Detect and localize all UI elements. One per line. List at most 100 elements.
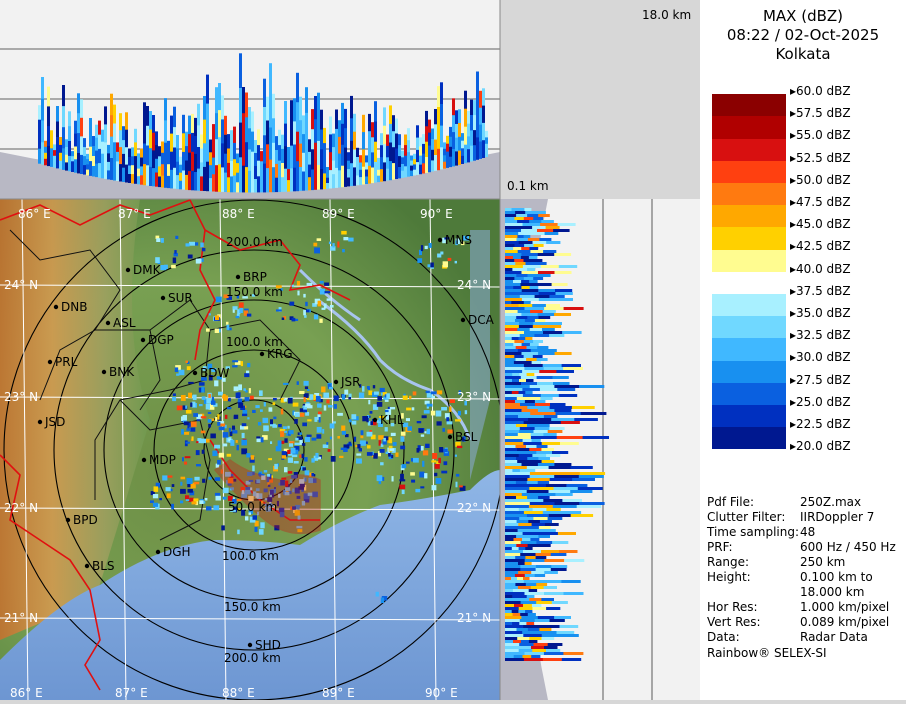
section-row: [523, 259, 534, 262]
section-column: [95, 137, 98, 152]
city-label: MNS: [445, 233, 472, 247]
echo-pixel: [180, 476, 186, 480]
echo-pixel: [281, 440, 285, 444]
section-column: [473, 115, 476, 131]
section-column: [476, 115, 479, 138]
section-column: [89, 161, 92, 176]
echo-pixel: [258, 529, 264, 535]
echo-pixel: [200, 242, 204, 248]
section-row: [527, 274, 540, 277]
section-column: [371, 167, 374, 184]
section-column: [203, 96, 206, 121]
section-column: [194, 153, 197, 173]
section-column: [323, 143, 326, 159]
echo-pixel: [299, 479, 305, 484]
echo-pixel: [247, 417, 250, 420]
echo-pixel: [275, 285, 282, 289]
section-column: [203, 166, 206, 191]
section-row: [529, 448, 542, 451]
legend-swatch: [712, 116, 786, 139]
section-column: [68, 126, 71, 142]
echo-pixel: [409, 395, 412, 399]
section-column: [125, 112, 128, 131]
echo-pixel: [230, 473, 234, 478]
echo-pixel: [291, 454, 298, 458]
section-row: [516, 238, 529, 241]
section-row: [526, 514, 550, 517]
section-column: [326, 183, 329, 189]
echo-pixel: [241, 423, 247, 427]
echo-pixel: [362, 416, 369, 422]
echo-pixel: [241, 432, 245, 439]
section-column: [365, 162, 368, 170]
echo-pixel: [237, 529, 240, 535]
section-column: [371, 137, 374, 153]
echo-pixel: [297, 515, 301, 520]
section-row: [554, 385, 580, 388]
section-row: [524, 592, 545, 595]
section-column: [404, 155, 407, 167]
section-row: [521, 463, 539, 466]
section-row: [563, 592, 584, 595]
section-row: [505, 277, 515, 280]
section-column: [119, 147, 122, 165]
section-column: [182, 133, 185, 153]
section-column: [119, 130, 122, 148]
echo-pixel: [287, 471, 293, 474]
echo-pixel: [390, 423, 395, 427]
echo-pixel: [384, 409, 389, 413]
echo-pixel: [273, 398, 277, 401]
section-row: [529, 328, 543, 331]
echo-pixel: [248, 510, 253, 515]
section-row: [533, 517, 549, 520]
section-column: [122, 167, 125, 182]
section-row: [516, 397, 530, 400]
section-row: [530, 436, 558, 439]
section-row: [512, 595, 520, 598]
section-column: [278, 129, 281, 146]
legend-label: ▸42.5 dBZ: [790, 239, 851, 254]
section-row: [532, 304, 547, 307]
section-row: [558, 265, 578, 268]
section-row: [554, 253, 572, 256]
section-column: [281, 163, 284, 178]
section-row: [505, 331, 525, 334]
section-row: [505, 487, 530, 490]
echo-pixel: [252, 409, 256, 413]
echo-pixel: [196, 414, 203, 420]
section-column: [392, 131, 395, 148]
echo-pixel: [267, 480, 270, 486]
echo-pixel: [176, 405, 183, 411]
section-column: [110, 115, 113, 138]
section-column: [314, 119, 317, 144]
echo-pixel: [417, 258, 423, 263]
lon-label-bottom: 86° E: [10, 686, 43, 700]
echo-pixel: [214, 492, 221, 497]
section-row: [512, 379, 520, 382]
echo-pixel: [312, 491, 318, 498]
range-ring-label: 200.0 km: [224, 651, 281, 665]
section-row: [542, 421, 562, 424]
section-column: [155, 172, 158, 187]
section-column: [434, 139, 437, 156]
echo-pixel: [244, 397, 250, 402]
section-row: [505, 343, 514, 346]
section-column: [467, 149, 470, 163]
section-column: [452, 132, 455, 150]
echo-pixel: [241, 439, 247, 446]
color-legend: ▸60.0 dBZ ▸57.5 dBZ ▸55.0 dBZ ▸52.5 dBZ ▸50.…: [712, 70, 902, 490]
echo-pixel: [237, 398, 243, 403]
echo-pixel: [250, 455, 255, 460]
echo-pixel: [412, 391, 417, 396]
echo-pixel: [284, 491, 290, 496]
section-column: [236, 172, 239, 183]
section-row: [530, 310, 544, 313]
section-row: [580, 412, 607, 415]
section-row: [515, 481, 528, 484]
section-row: [505, 325, 520, 328]
city-dot: [37, 419, 43, 425]
section-column: [449, 156, 452, 168]
echo-pixel: [155, 482, 160, 488]
section-column: [347, 160, 350, 170]
echo-pixel: [233, 414, 239, 419]
